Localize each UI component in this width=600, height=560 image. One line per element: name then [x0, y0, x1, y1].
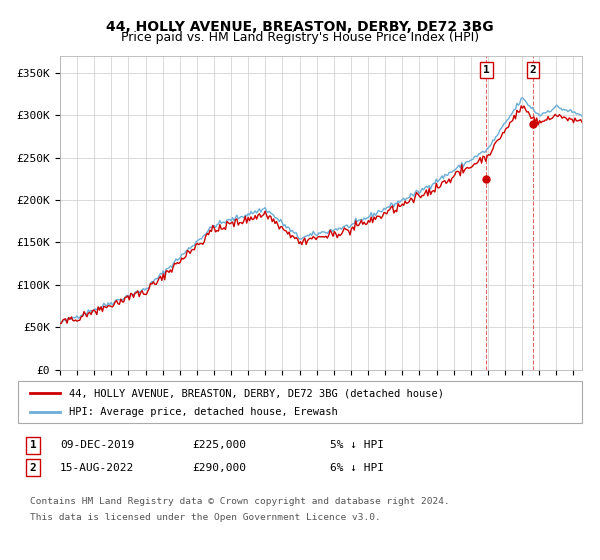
Text: HPI: Average price, detached house, Erewash: HPI: Average price, detached house, Erew… [69, 407, 338, 417]
Text: 6% ↓ HPI: 6% ↓ HPI [330, 463, 384, 473]
Text: £225,000: £225,000 [192, 440, 246, 450]
Text: 15-AUG-2022: 15-AUG-2022 [60, 463, 134, 473]
Text: 1: 1 [29, 440, 37, 450]
Text: £290,000: £290,000 [192, 463, 246, 473]
Text: 44, HOLLY AVENUE, BREASTON, DERBY, DE72 3BG (detached house): 44, HOLLY AVENUE, BREASTON, DERBY, DE72 … [69, 388, 444, 398]
Text: 2: 2 [529, 65, 536, 75]
Text: 09-DEC-2019: 09-DEC-2019 [60, 440, 134, 450]
Text: This data is licensed under the Open Government Licence v3.0.: This data is licensed under the Open Gov… [30, 514, 381, 522]
Text: 2: 2 [29, 463, 37, 473]
Text: 44, HOLLY AVENUE, BREASTON, DERBY, DE72 3BG: 44, HOLLY AVENUE, BREASTON, DERBY, DE72 … [106, 20, 494, 34]
Text: Price paid vs. HM Land Registry's House Price Index (HPI): Price paid vs. HM Land Registry's House … [121, 31, 479, 44]
Text: Contains HM Land Registry data © Crown copyright and database right 2024.: Contains HM Land Registry data © Crown c… [30, 497, 450, 506]
Text: 5% ↓ HPI: 5% ↓ HPI [330, 440, 384, 450]
Text: 1: 1 [483, 65, 490, 75]
